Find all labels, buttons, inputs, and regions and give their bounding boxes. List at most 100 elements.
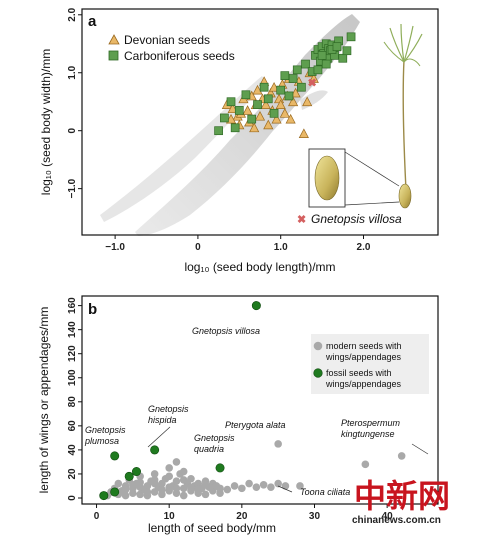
fossil-seed-point: [251, 301, 261, 311]
annotation-gnetopsis-quadria-line1: Gnetopsis: [194, 433, 235, 443]
fossil-seed-point: [99, 491, 109, 501]
devonian-seed-point: [252, 84, 263, 95]
carboniferous-seed-point: [253, 100, 262, 109]
carboniferous-seed-point: [313, 65, 323, 75]
legend-fossil-label-line1: fossil seeds with: [326, 368, 392, 378]
carboniferous-seed-point: [301, 59, 310, 69]
modern-seed-point: [172, 458, 181, 466]
modern-seed-point: [216, 484, 224, 493]
modern-seed-point: [223, 485, 232, 494]
carboniferous-seed-point: [241, 90, 251, 100]
devonian-seed-point: [225, 113, 237, 124]
modern-seed-point: [361, 460, 370, 469]
modern-seed-point: [150, 476, 159, 484]
carboniferous-seed-point: [259, 82, 269, 92]
modern-seed-point: [267, 483, 275, 491]
panel-b-y-tick-label: 100: [67, 369, 78, 386]
carboniferous-seed-point: [220, 113, 229, 123]
carboniferous-seed-point: [317, 51, 327, 60]
legend-carboniferous-label: Carboniferous seeds: [124, 49, 235, 63]
panel-b-y-tick-label: 40: [67, 444, 78, 456]
carboniferous-seed-point: [284, 91, 294, 101]
panel-a-plot-frame: [81, 8, 439, 236]
fossil-seed-point: [131, 467, 141, 477]
carboniferous-seed-point: [332, 42, 342, 52]
panel-a-y-tick-label: −1.0: [67, 178, 78, 198]
legend-modern-marker: [313, 341, 323, 351]
annotation-gnetopsis-villosa: Gnetopsis villosa: [192, 326, 260, 336]
carboniferous-seed-point: [297, 82, 306, 92]
modern-seed-envelope-lobe: [100, 76, 266, 222]
annotation-pterygota-alata: Pterygota alata: [225, 420, 286, 430]
modern-seed-point: [274, 479, 282, 488]
panel-b: 0 10 20 30 40 0 20 40 60 80 100 120 140 160 length of…: [37, 295, 439, 535]
panel-a-x-tick-label: 0: [195, 242, 201, 253]
carboniferous-seed-point: [342, 46, 352, 56]
watermark-logo: 中新网: [354, 477, 450, 515]
modern-seed-point: [397, 452, 406, 460]
carboniferous-seed-point: [247, 114, 257, 124]
panel-a-legend: Devonian seeds Carboniferous seeds: [108, 33, 235, 63]
annotation-toona-ciliata: Toona ciliata: [300, 487, 350, 497]
panel-b-x-tick-label: 10: [164, 511, 176, 522]
panel-b-x-tick-label: 30: [309, 511, 321, 522]
annotation-gnetopsis-plumosa-line1: Gnetopsis: [85, 425, 126, 435]
modern-seed-point: [172, 484, 181, 493]
panel-b-legend: modern seeds with wings/appendages fossi…: [311, 334, 429, 394]
modern-seed-point: [150, 470, 159, 478]
panel-b-y-axis-label: length of wings or appendages/mm: [37, 307, 51, 494]
legend-fossil-label-line2: wings/appendages: [325, 379, 402, 389]
annotation-gnetopsis-plumosa-line2: plumosa: [84, 436, 119, 446]
panel-b-y-tick-label: 140: [67, 321, 78, 338]
carboniferous-seed-point: [280, 71, 290, 80]
devonian-seed-point: [288, 96, 299, 107]
devonian-seed-point: [308, 73, 319, 83]
watermark: 中新网 chinanews.com.cn: [352, 477, 450, 526]
modern-seed-point: [158, 485, 166, 494]
carboniferous-seed-point: [214, 126, 223, 136]
panel-a-y-tick-label: 2.0: [67, 7, 78, 21]
legend-carboniferous-marker: [108, 50, 119, 61]
carboniferous-seed-point: [226, 97, 236, 107]
panel-b-y-tick-label: 20: [67, 468, 78, 480]
panel-b-y-tick-label: 80: [67, 396, 78, 408]
carboniferous-seed-point: [288, 74, 298, 83]
panel-a-x-tick-label: 2.0: [357, 242, 371, 253]
modern-seed-point: [259, 480, 268, 489]
devonian-seed-point: [268, 81, 280, 92]
devonian-seed-point: [242, 105, 253, 115]
panel-b-y-tick-label: 160: [67, 297, 78, 314]
devonian-seed-point: [302, 96, 313, 107]
carboniferous-seed-point: [230, 123, 240, 133]
panel-b-x-tick-label: 0: [94, 511, 100, 522]
panel-a-y-tick-label: 0: [67, 127, 78, 133]
devonian-seed-point: [279, 108, 290, 118]
modern-seed-point: [201, 490, 210, 499]
modern-seed-point: [165, 483, 173, 491]
panel-b-annotations: Gnetopsis villosa Gnetopsis hispida Gnet…: [84, 326, 429, 497]
carboniferous-seed-point: [276, 85, 286, 95]
modern-seed-point: [179, 467, 188, 476]
panel-a-x-tick-label: −1.0: [105, 242, 125, 253]
devonian-seed-point: [271, 113, 282, 124]
fossil-seed-point: [110, 451, 120, 461]
gnetopsis-legend-marker: ✖: [297, 214, 306, 226]
gnetopsis-villosa-illustration: [308, 23, 423, 209]
panel-b-letter: b: [88, 301, 97, 318]
modern-seed-point: [296, 482, 304, 490]
panel-a-x-axis-label: log₁₀ (seed body length)/mm: [184, 260, 335, 274]
modern-seed-point: [238, 484, 246, 493]
panel-b-x-tick-label: 40: [382, 511, 394, 522]
legend-devonian-marker: [108, 34, 120, 45]
devonian-seed-point: [254, 110, 266, 121]
panel-b-y-tick-label: 120: [67, 345, 78, 362]
fossil-seed-point: [215, 463, 225, 473]
modern-seed-point: [114, 479, 123, 488]
modern-seed-point: [179, 476, 188, 484]
fossil-seed-point: [124, 471, 134, 481]
carboniferous-seed-point: [338, 53, 348, 63]
carboniferous-seed-point: [263, 94, 273, 104]
devonian-seed-point: [290, 87, 301, 98]
annotation-pterospermum-line2: kingtungense: [341, 429, 395, 439]
modern-seed-point: [129, 480, 137, 489]
